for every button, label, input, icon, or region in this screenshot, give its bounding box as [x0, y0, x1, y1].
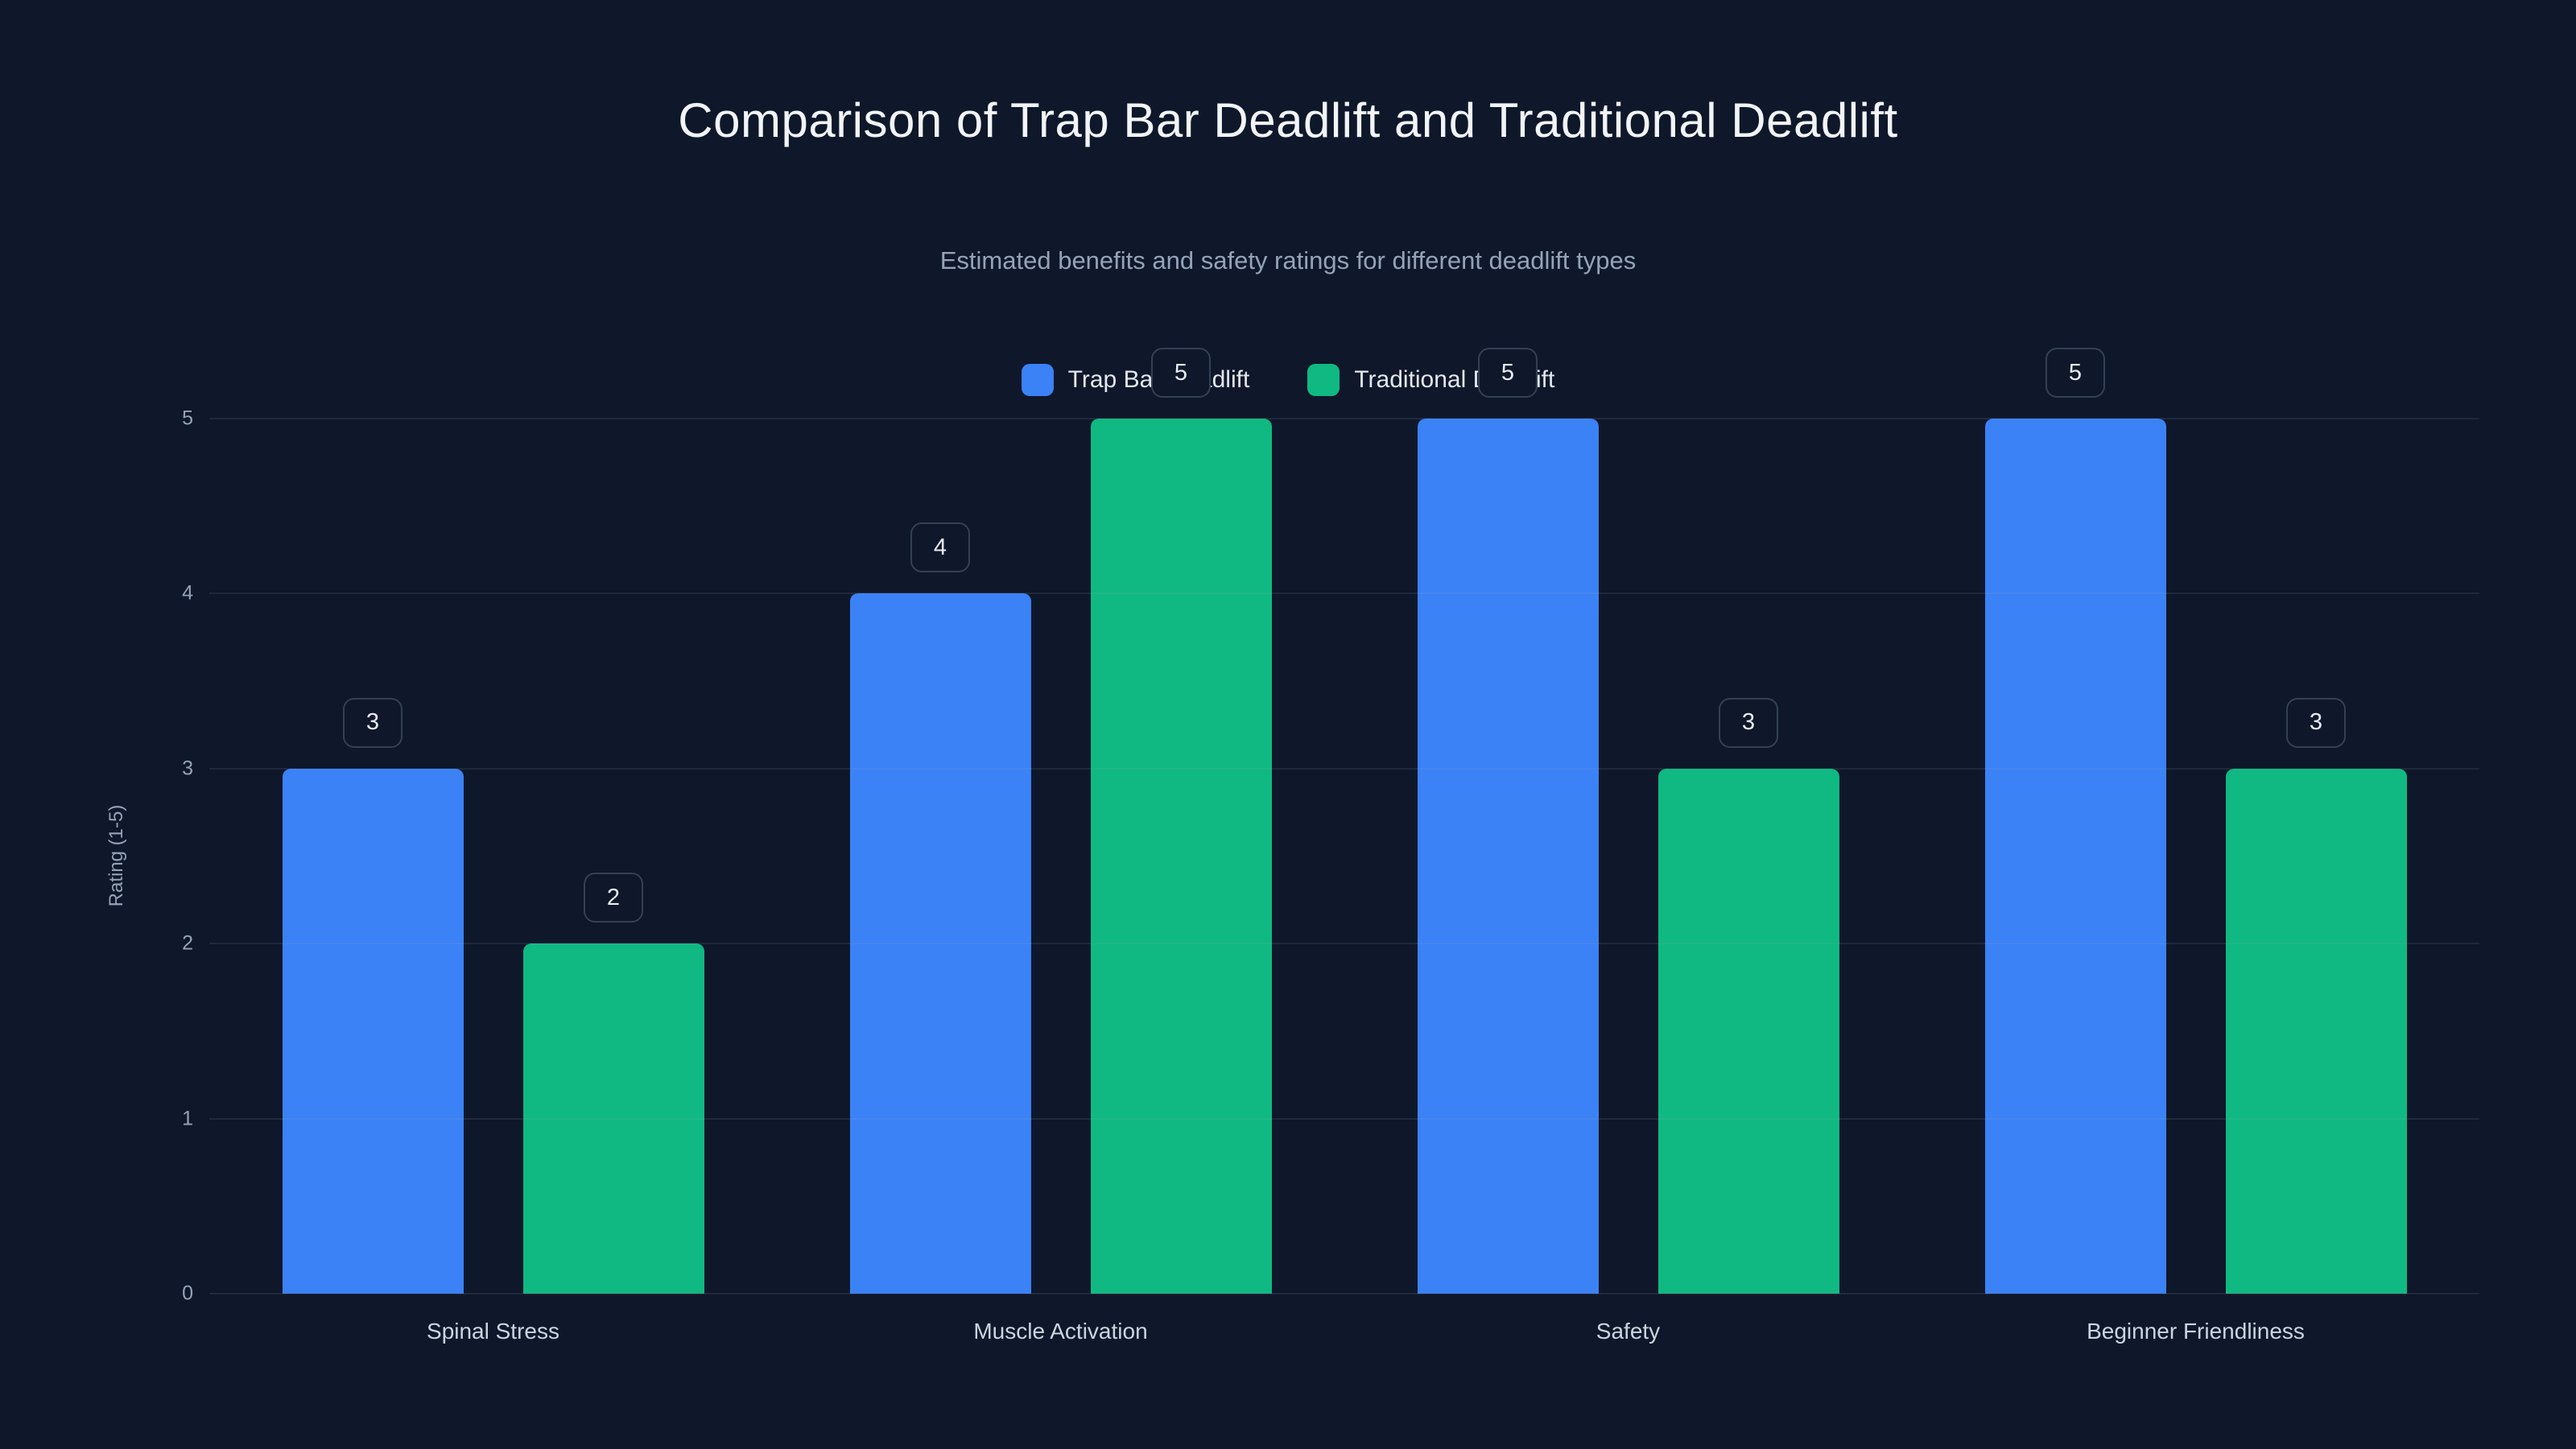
bar-cell: 5	[1984, 348, 2166, 1294]
x-axis-labels: Spinal Stress Muscle Activation Safety Begi…	[209, 1319, 2479, 1344]
value-label: 3	[1719, 697, 1778, 748]
bar-cell: 5	[1090, 348, 1272, 1294]
x-category-label: Spinal Stress	[427, 1319, 559, 1344]
y-tick-label: 3	[182, 757, 193, 780]
legend-item-trap-bar-deadlift[interactable]: Trap Bar Deadlift	[1021, 364, 1249, 396]
bar-trap-bar-deadlift-spinal-stress	[282, 768, 464, 1294]
value-label: 5	[1478, 348, 1538, 398]
bar-trap-bar-deadlift-safety	[1417, 419, 1599, 1294]
x-category-label: Safety	[1596, 1319, 1661, 1344]
value-label: 3	[2286, 697, 2346, 748]
gridline	[209, 943, 2479, 945]
value-label: 5	[2046, 348, 2105, 398]
gridline	[209, 1293, 2479, 1294]
bar-trap-bar-deadlift-muscle-activation	[849, 593, 1031, 1294]
y-tick-label: 1	[182, 1107, 193, 1130]
bar-cell: 5	[1417, 348, 1599, 1294]
legend-swatch	[1307, 364, 1340, 396]
value-label: 2	[584, 873, 643, 923]
value-label: 4	[910, 522, 970, 573]
value-label: 5	[1151, 348, 1211, 398]
bar-traditional-deadlift-spinal-stress	[522, 943, 704, 1294]
legend-swatch	[1021, 364, 1054, 396]
bar-traditional-deadlift-safety	[1657, 768, 1839, 1294]
bar-cell: 4	[849, 419, 1031, 1294]
gridline	[209, 592, 2479, 595]
bar-cell: 3	[282, 419, 464, 1294]
x-category-label: Beginner Friendliness	[2087, 1319, 2305, 1344]
y-tick-label: 0	[182, 1282, 193, 1305]
bar-trap-bar-deadlift-beginner-friendliness	[1984, 419, 2166, 1294]
bar-cell: 2	[522, 419, 704, 1294]
y-axis-title: Rating (1-5)	[105, 804, 127, 907]
bar-traditional-deadlift-muscle-activation	[1090, 419, 1272, 1294]
gridline	[209, 418, 2479, 419]
y-tick-label: 5	[182, 407, 193, 430]
chart-subtitle: Estimated benefits and safety ratings fo…	[939, 246, 1637, 275]
bar-traditional-deadlift-beginner-friendliness	[2225, 768, 2407, 1294]
gridline	[209, 1117, 2479, 1120]
y-tick-label: 4	[182, 581, 193, 605]
x-category-label: Muscle Activation	[973, 1319, 1148, 1344]
bar-cell: 3	[1657, 419, 1839, 1294]
y-tick-label: 2	[182, 931, 193, 955]
bar-cell: 3	[2225, 419, 2407, 1294]
legend: Trap Bar DeadliftTraditional Deadlift	[0, 364, 2576, 396]
value-label: 3	[343, 697, 402, 748]
gridline	[209, 767, 2479, 770]
chart-title: Comparison of Trap Bar Deadlift and Trad…	[678, 93, 1898, 147]
